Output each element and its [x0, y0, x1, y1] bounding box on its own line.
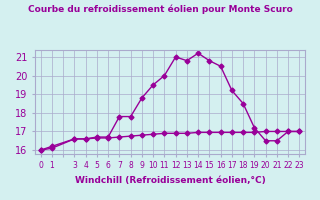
Text: Courbe du refroidissement éolien pour Monte Scuro: Courbe du refroidissement éolien pour Mo…	[28, 4, 292, 14]
X-axis label: Windchill (Refroidissement éolien,°C): Windchill (Refroidissement éolien,°C)	[75, 176, 265, 185]
